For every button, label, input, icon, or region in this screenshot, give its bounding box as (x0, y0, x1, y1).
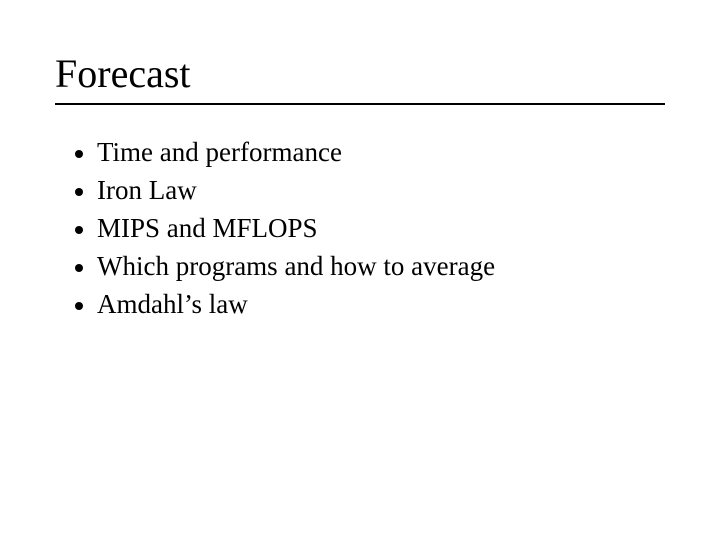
bullet-icon (75, 226, 83, 234)
slide-title: Forecast (55, 50, 665, 97)
list-item: MIPS and MFLOPS (75, 211, 665, 246)
bullet-icon (75, 302, 83, 310)
list-item: Which programs and how to average (75, 249, 665, 284)
bullet-icon (75, 188, 83, 196)
bullet-text: MIPS and MFLOPS (97, 211, 318, 246)
list-item: Time and performance (75, 135, 665, 170)
list-item: Iron Law (75, 173, 665, 208)
list-item: Amdahl’s law (75, 287, 665, 322)
bullet-list: Time and performance Iron Law MIPS and M… (55, 135, 665, 322)
bullet-text: Amdahl’s law (97, 287, 248, 322)
bullet-text: Which programs and how to average (97, 249, 495, 284)
bullet-icon (75, 264, 83, 272)
title-underline (55, 103, 665, 105)
bullet-icon (75, 150, 83, 158)
bullet-text: Iron Law (97, 173, 197, 208)
bullet-text: Time and performance (97, 135, 342, 170)
slide-container: Forecast Time and performance Iron Law M… (0, 0, 720, 540)
